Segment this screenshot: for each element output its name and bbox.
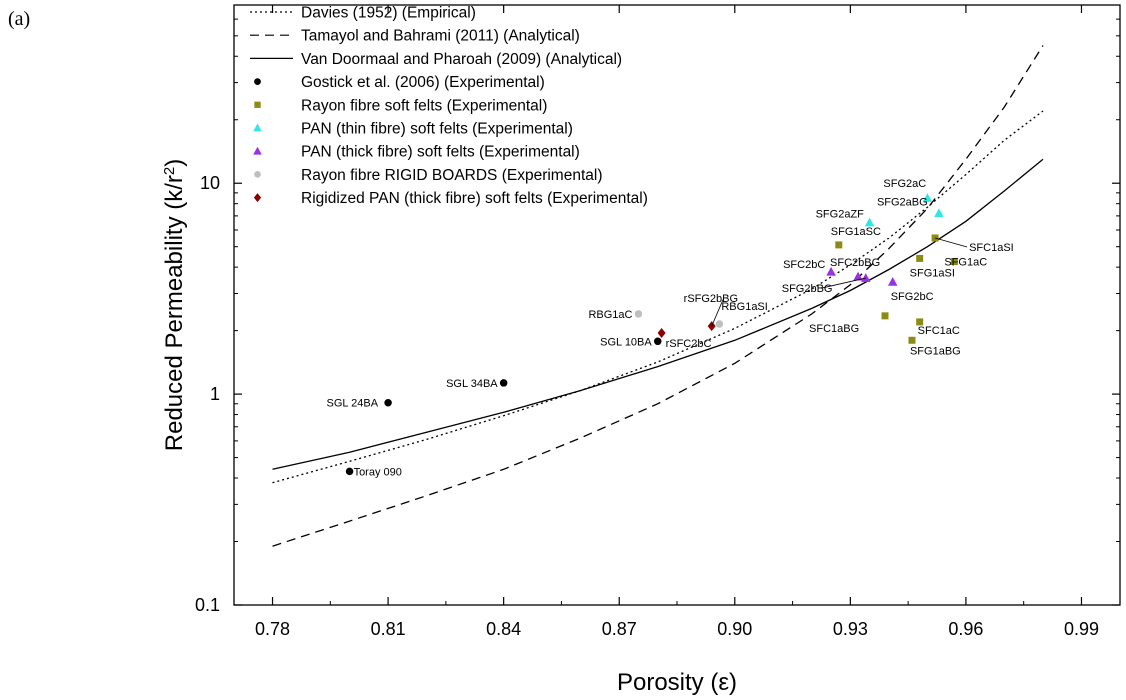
point-label: SFG2aC	[883, 178, 926, 190]
data-point	[887, 277, 898, 286]
x-tick-label: 0.93	[833, 619, 868, 639]
y-axis-title-base: Reduced Permeability (k/r	[161, 175, 188, 451]
legend-marker	[254, 78, 261, 85]
x-tick-label: 0.96	[948, 619, 983, 639]
point-label: SFC1aC	[918, 325, 960, 337]
data-point	[916, 318, 924, 326]
point-label: SFC2bBG	[830, 257, 880, 269]
legend-marker	[254, 101, 261, 108]
point-label: rSFG2bBG	[684, 293, 738, 305]
data-point	[934, 208, 944, 218]
curve-line	[272, 45, 1044, 547]
data-point	[881, 312, 889, 320]
x-tick-label: 0.81	[371, 619, 406, 639]
legend-entry-label: Rayon fibre RIGID BOARDS (Experimental)	[301, 167, 602, 184]
legend-entry-label: Van Doormaal and Pharoah (2009) (Analyti…	[301, 51, 622, 68]
point-label: SFG2bBG	[782, 283, 833, 295]
x-tick-label: 0.99	[1064, 619, 1099, 639]
point-label: RBG1aC	[588, 309, 632, 321]
x-tick-label: 0.90	[717, 619, 752, 639]
point-label: SFC1aSI	[969, 242, 1014, 254]
point-label: SFG2aBG	[877, 196, 928, 208]
point-label: SGL 10BA	[600, 336, 652, 348]
y-tick-label: 0.1	[195, 595, 220, 615]
y-axis-title-end: )	[161, 159, 188, 167]
point-label: SGL 34BA	[446, 378, 498, 390]
legend-entry-label: Davies (1952) (Empirical)	[301, 5, 476, 22]
label-leader	[711, 298, 725, 327]
data-point	[715, 320, 724, 328]
point-label: SGL 24BA	[327, 398, 379, 410]
data-point	[384, 398, 392, 407]
point-label: SFG1aBG	[910, 345, 961, 357]
data-point	[853, 271, 863, 281]
data-point	[922, 193, 933, 202]
legend-entry-label: Rayon fibre soft felts (Experimental)	[301, 97, 547, 114]
axis-ticks: 0.78 0.81 0.84 0.87 0.90 0.93 0.96 0.99 0.1 1 10	[195, 4, 1120, 639]
data-point	[916, 254, 924, 262]
point-label: rSFC2bC	[666, 338, 712, 350]
legend-entry-label: Gostick et al. (2006) (Experimental)	[301, 74, 545, 91]
point-label: SFG1aC	[944, 257, 987, 269]
label-leader	[934, 237, 968, 248]
model-curves	[272, 45, 1044, 547]
x-tick-label: 0.78	[255, 619, 290, 639]
data-point	[657, 327, 666, 338]
legend-marker	[254, 171, 261, 178]
data-point	[950, 258, 958, 266]
point-label: SFG2bC	[891, 291, 934, 303]
data-point	[864, 217, 875, 227]
point-label: Toray 090	[354, 466, 402, 478]
y-axis-title-sup: 2	[161, 167, 178, 175]
label-leader	[821, 277, 866, 289]
y-axis-title: Reduced Permeability (k/r2)	[161, 159, 189, 451]
legend: Davies (1952) (Empirical) Tamayol and Bah…	[250, 5, 648, 207]
legend-entry-label: Tamayol and Bahrami (2011) (Analytical)	[301, 28, 580, 45]
curve-line	[272, 110, 1044, 484]
data-point	[908, 336, 916, 344]
legend-entry-label: PAN (thick fibre) soft felts (Experiment…	[301, 144, 580, 161]
x-tick-label: 0.84	[486, 619, 521, 639]
point-label: SFG1aSC	[831, 226, 881, 238]
data-point	[835, 241, 843, 249]
x-axis-title: Porosity (ε)	[617, 669, 737, 696]
data-point	[653, 337, 662, 346]
y-tick-label: 1	[210, 384, 220, 404]
legend-entry-label: Rigidized PAN (thick fibre) soft felts (…	[301, 190, 648, 207]
data-point	[826, 266, 836, 276]
point-label: RBG1aSI	[721, 301, 767, 313]
point-label: SFC1aBG	[809, 323, 859, 335]
legend-marker	[253, 146, 262, 155]
curve-line	[272, 158, 1044, 470]
point-label: SFG2aZF	[816, 209, 865, 221]
panel-label: (a)	[8, 8, 31, 30]
point-label: SFG1aSI	[910, 267, 955, 279]
plot-frame	[233, 4, 1121, 606]
legend-marker	[253, 193, 262, 203]
data-point	[499, 379, 508, 387]
point-labels: SGL 24BA Toray 090 SGL 34BA SGL 10BA SFG1aSC…	[327, 178, 1014, 478]
data-point	[634, 310, 643, 318]
y-tick-label: 10	[200, 173, 220, 193]
data-point	[861, 273, 871, 282]
data-point	[345, 467, 354, 476]
x-tick-label: 0.87	[602, 619, 637, 639]
legend-entry-label: PAN (thin fibre) soft felts (Experimenta…	[301, 121, 573, 138]
point-label: SFC2bC	[783, 259, 825, 271]
legend-marker	[253, 123, 262, 132]
